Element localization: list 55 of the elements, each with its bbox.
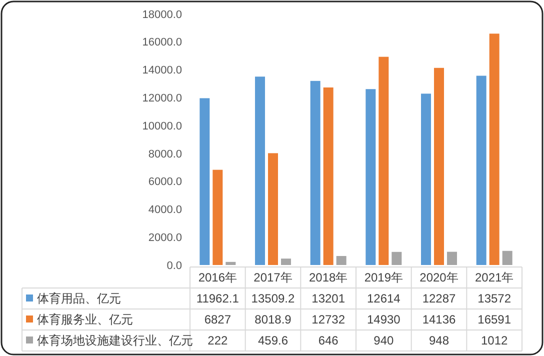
data-label: 13572 xyxy=(478,292,512,306)
data-label: 8018.9 xyxy=(254,312,292,327)
bar xyxy=(255,76,265,265)
bar xyxy=(476,76,486,265)
bar xyxy=(392,252,402,265)
bar xyxy=(310,80,320,265)
bar xyxy=(366,89,376,265)
x-tick-label: 2018年 xyxy=(308,270,348,285)
bar xyxy=(421,94,431,265)
data-label: 948 xyxy=(428,334,450,348)
bar xyxy=(447,252,457,265)
data-label: 11962.1 xyxy=(196,292,240,306)
data-label: 6827 xyxy=(204,312,232,327)
legend-label: 体育用品、亿元 xyxy=(37,292,121,306)
data-label: 940 xyxy=(374,334,394,348)
x-tick-label: 2019年 xyxy=(364,270,404,285)
data-label: 14136 xyxy=(422,312,456,327)
legend-label: 体育场地设施建设行业、亿元 xyxy=(37,334,193,348)
y-tick-label: 8000.0 xyxy=(148,148,182,160)
data-label: 13201 xyxy=(312,292,346,306)
x-tick-label: 2021年 xyxy=(474,270,514,285)
bar xyxy=(336,256,346,265)
data-label: 646 xyxy=(318,334,339,348)
y-tick-label: 2000.0 xyxy=(148,232,182,244)
y-tick-label: 14000.0 xyxy=(142,64,182,77)
bar xyxy=(212,170,223,265)
x-tick-label: 2017年 xyxy=(254,270,292,285)
y-tick-label: 4000.0 xyxy=(148,204,182,216)
bar xyxy=(378,56,389,265)
x-tick-label: 2016年 xyxy=(198,270,238,285)
x-tick-label: 2020年 xyxy=(420,270,458,285)
bar xyxy=(268,153,278,265)
bar xyxy=(323,87,334,265)
bar xyxy=(200,98,210,265)
y-tick-label: 6000.0 xyxy=(148,176,182,188)
bar xyxy=(489,34,500,265)
data-label: 459.6 xyxy=(258,334,288,348)
data-label: 16591 xyxy=(478,312,512,327)
data-label: 14930 xyxy=(366,312,401,327)
data-label: 12732 xyxy=(312,312,346,327)
legend-label: 体育服务业、亿元 xyxy=(37,312,133,327)
bar xyxy=(281,258,291,265)
data-label: 12287 xyxy=(422,292,456,306)
data-label: 222 xyxy=(208,334,228,348)
data-label: 13509.2 xyxy=(251,292,296,306)
y-tick-label: 10000.0 xyxy=(142,120,182,132)
bar xyxy=(434,68,444,265)
y-tick-label: 18000.0 xyxy=(142,8,182,21)
y-tick-label: 0.0 xyxy=(166,260,182,272)
data-label: 1012 xyxy=(480,334,508,348)
y-tick-label: 12000.0 xyxy=(142,92,182,105)
bar xyxy=(502,250,512,265)
data-label: 12614 xyxy=(366,292,401,306)
y-tick-label: 16000.0 xyxy=(142,36,182,49)
bar xyxy=(226,262,236,265)
